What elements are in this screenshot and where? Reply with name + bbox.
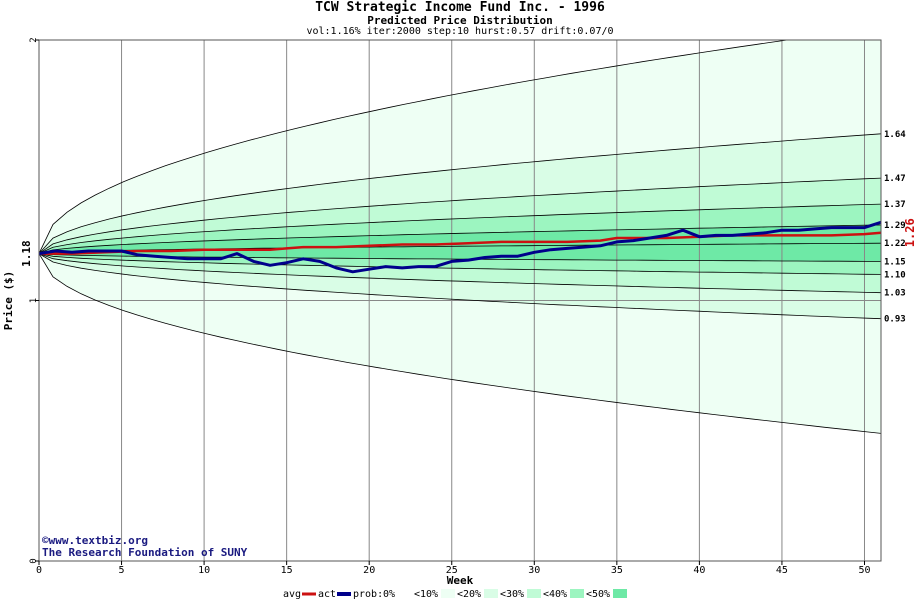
- x-tick-label: 45: [776, 565, 788, 576]
- x-tick-label: 20: [363, 565, 375, 576]
- y-tick-label: 0: [29, 558, 39, 563]
- percentile-curve: [39, 224, 881, 254]
- y-axis-title: Price ($): [2, 271, 15, 331]
- percentile-label: 1.15: [884, 257, 906, 267]
- percentile-curve: [39, 253, 881, 320]
- y-tick-label: 1: [29, 298, 39, 303]
- percentile-curve: [39, 253, 881, 294]
- x-tick-label: 15: [281, 565, 293, 576]
- percentile-label: 1.37: [884, 200, 906, 210]
- legend-prob-label: prob:: [353, 589, 383, 600]
- percentile-label: 1.22: [884, 239, 906, 249]
- plot-layer: [39, 40, 881, 561]
- percentile-curve: [39, 253, 881, 434]
- percentile-curve: [39, 133, 881, 254]
- percentile-label: 1.47: [884, 174, 906, 184]
- x-tick-label: 10: [198, 565, 210, 576]
- legend-band-swatch: [613, 589, 627, 598]
- legend-band-label: <20%: [457, 589, 481, 600]
- percentile-curve: [39, 203, 881, 254]
- y-tick-label: 2: [29, 37, 39, 42]
- legend-band-label: <40%: [543, 589, 567, 600]
- percentile-curve: [39, 242, 881, 254]
- percentile-label: 0.93: [884, 315, 906, 325]
- legend-band-swatch: [398, 589, 412, 598]
- x-tick-label: 35: [611, 565, 623, 576]
- legend-band-swatch: [570, 589, 584, 598]
- chart-legend: avg act prob: 0% <10% <20% <30% <40% <50%: [283, 589, 627, 600]
- x-tick-label: 40: [693, 565, 705, 576]
- percentile-label: 1.29: [884, 221, 906, 231]
- percentile-label: 1.10: [884, 270, 906, 280]
- credit-website[interactable]: ©www.textbiz.org: [42, 534, 148, 547]
- x-tick-label: 50: [858, 565, 870, 576]
- legend-band-label: <10%: [414, 589, 438, 600]
- legend-band-label: <30%: [500, 589, 524, 600]
- x-tick-label: 5: [119, 565, 125, 576]
- x-axis-title: Week: [447, 574, 474, 587]
- x-tick-label: 0: [36, 565, 42, 576]
- legend-act-label: act: [318, 589, 336, 600]
- percentile-label: 1.03: [884, 289, 906, 299]
- percentile-curve: [39, 40, 790, 254]
- legend-avg-label: avg: [283, 589, 301, 600]
- series-line-act: [39, 220, 881, 274]
- credit-organization: The Research Foundation of SUNY: [42, 546, 248, 559]
- x-tick-label: 25: [446, 565, 458, 576]
- legend-band-label: <50%: [586, 589, 610, 600]
- legend-band-swatch: [527, 589, 541, 598]
- legend-band-label: 0%: [383, 589, 395, 600]
- start-value-label: 1.18: [20, 240, 33, 266]
- percentile-label: 1.64: [884, 130, 906, 140]
- x-tick-label: 30: [528, 565, 540, 576]
- chart-title: TCW Strategic Income Fund Inc. - 1996: [315, 0, 605, 15]
- legend-band-swatch: [484, 589, 498, 598]
- end-value-label: 1.26: [903, 218, 917, 247]
- legend-band-swatch: [441, 589, 455, 598]
- percentile-curve: [39, 253, 881, 275]
- percentile-curve: [39, 177, 881, 254]
- simulation-parameters: vol:1.16% iter:2000 step:10 hurst:0.57 d…: [306, 26, 614, 37]
- chart-subtitle: Predicted Price Distribution: [367, 14, 553, 27]
